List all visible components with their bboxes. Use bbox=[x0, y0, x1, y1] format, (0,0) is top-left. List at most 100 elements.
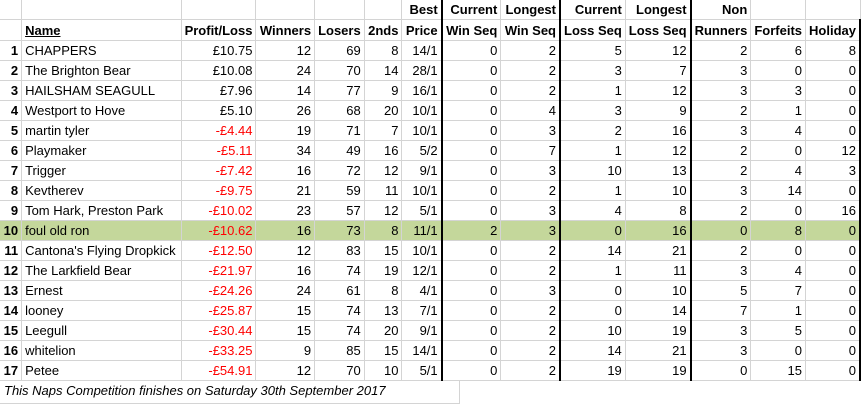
table-row: 17 Petee -£54.91 12 70 10 5/1 0 2 19 19 0 15 0 bbox=[0, 360, 861, 381]
rank-cell: 1 bbox=[0, 40, 23, 61]
longest-loss-seq-cell: 8 bbox=[625, 200, 692, 221]
header-current-win: Current bbox=[441, 0, 502, 20]
winners-cell: 12 bbox=[255, 40, 316, 61]
profit-loss-cell: £10.75 bbox=[181, 40, 257, 61]
non-runners-cell: 2 bbox=[690, 100, 752, 121]
holiday-cell: 0 bbox=[805, 320, 861, 341]
losers-cell: 73 bbox=[314, 220, 365, 241]
forfeits-cell: 4 bbox=[750, 120, 806, 141]
longest-win-seq-cell: 3 bbox=[500, 160, 562, 181]
best-price-cell: 5/1 bbox=[401, 200, 443, 221]
header-rank bbox=[0, 19, 23, 41]
rank-cell: 9 bbox=[0, 200, 23, 221]
holiday-cell: 0 bbox=[805, 80, 861, 101]
best-price-cell: 10/1 bbox=[401, 180, 443, 201]
name-cell: Westport to Hove bbox=[21, 100, 182, 121]
current-win-seq-cell: 0 bbox=[441, 360, 502, 381]
rank-cell: 8 bbox=[0, 180, 23, 201]
current-loss-seq-cell: 3 bbox=[560, 60, 626, 81]
rank-cell: 12 bbox=[0, 260, 23, 281]
holiday-cell: 0 bbox=[805, 280, 861, 301]
forfeits-cell: 1 bbox=[750, 300, 806, 321]
seconds-cell: 13 bbox=[364, 300, 403, 321]
non-runners-cell: 2 bbox=[690, 160, 752, 181]
header-cell bbox=[181, 0, 257, 20]
best-price-cell: 28/1 bbox=[401, 60, 443, 81]
name-cell: Tom Hark, Preston Park bbox=[21, 200, 182, 221]
non-runners-cell: 3 bbox=[690, 80, 752, 101]
name-cell: HAILSHAM SEAGULL bbox=[21, 80, 182, 101]
best-price-cell: 9/1 bbox=[401, 160, 443, 181]
header-2nds: 2nds bbox=[364, 19, 403, 41]
losers-cell: 74 bbox=[314, 320, 365, 341]
rank-cell: 5 bbox=[0, 120, 23, 141]
current-win-seq-cell: 0 bbox=[441, 340, 502, 361]
forfeits-cell: 14 bbox=[750, 180, 806, 201]
best-price-cell: 16/1 bbox=[401, 80, 443, 101]
table-row: 4 Westport to Hove £5.10 26 68 20 10/1 0 4 3 9 2 1 0 bbox=[0, 100, 861, 121]
rank-cell: 11 bbox=[0, 240, 23, 261]
header-profit-loss: Profit/Loss bbox=[181, 19, 257, 41]
longest-win-seq-cell: 2 bbox=[500, 300, 562, 321]
winners-cell: 12 bbox=[255, 240, 316, 261]
non-runners-cell: 2 bbox=[690, 240, 752, 261]
name-cell: Trigger bbox=[21, 160, 182, 181]
non-runners-cell: 3 bbox=[690, 340, 752, 361]
seconds-cell: 15 bbox=[364, 340, 403, 361]
forfeits-cell: 1 bbox=[750, 100, 806, 121]
seconds-cell: 12 bbox=[364, 200, 403, 221]
holiday-cell: 0 bbox=[805, 120, 861, 141]
forfeits-cell: 7 bbox=[750, 280, 806, 301]
current-loss-seq-cell: 1 bbox=[560, 260, 626, 281]
forfeits-cell: 8 bbox=[750, 220, 806, 241]
header-longest-loss-seq: Loss Seq bbox=[625, 19, 692, 41]
header-winners: Winners bbox=[255, 19, 316, 41]
longest-win-seq-cell: 2 bbox=[500, 340, 562, 361]
longest-loss-seq-cell: 12 bbox=[625, 140, 692, 161]
table-row: 3 HAILSHAM SEAGULL £7.96 14 77 9 16/1 0 2 1 12 3 3 0 bbox=[0, 80, 861, 101]
non-runners-cell: 2 bbox=[690, 40, 752, 61]
longest-loss-seq-cell: 19 bbox=[625, 360, 692, 381]
naps-league-table: Best Current Longest Current Longest Non… bbox=[0, 0, 861, 381]
header-current-loss: Current bbox=[560, 0, 626, 20]
winners-cell: 26 bbox=[255, 100, 316, 121]
current-win-seq-cell: 0 bbox=[441, 60, 502, 81]
header-cell bbox=[21, 0, 182, 20]
best-price-cell: 10/1 bbox=[401, 120, 443, 141]
rank-cell: 2 bbox=[0, 60, 23, 81]
best-price-cell: 9/1 bbox=[401, 320, 443, 341]
non-runners-cell: 0 bbox=[690, 360, 752, 381]
current-loss-seq-cell: 14 bbox=[560, 240, 626, 261]
best-price-cell: 10/1 bbox=[401, 240, 443, 261]
name-cell: The Brighton Bear bbox=[21, 60, 182, 81]
losers-cell: 61 bbox=[314, 280, 365, 301]
best-price-cell: 4/1 bbox=[401, 280, 443, 301]
header-longest-win-seq: Win Seq bbox=[500, 19, 562, 41]
table-row: 15 Leegull -£30.44 15 74 20 9/1 0 2 10 19 3 5 0 bbox=[0, 320, 861, 341]
profit-loss-cell: -£4.44 bbox=[181, 120, 257, 141]
table-row: 1 CHAPPERS £10.75 12 69 8 14/1 0 2 5 12 2 6 8 bbox=[0, 40, 861, 61]
rank-cell: 15 bbox=[0, 320, 23, 341]
non-runners-cell: 2 bbox=[690, 200, 752, 221]
profit-loss-cell: -£54.91 bbox=[181, 360, 257, 381]
current-loss-seq-cell: 5 bbox=[560, 40, 626, 61]
longest-loss-seq-cell: 13 bbox=[625, 160, 692, 181]
seconds-cell: 10 bbox=[364, 360, 403, 381]
name-cell: CHAPPERS bbox=[21, 40, 182, 61]
name-cell: The Larkfield Bear bbox=[21, 260, 182, 281]
rank-cell: 17 bbox=[0, 360, 23, 381]
header-cell bbox=[255, 0, 316, 20]
seconds-cell: 7 bbox=[364, 120, 403, 141]
profit-loss-cell: £10.08 bbox=[181, 60, 257, 81]
profit-loss-cell: -£21.97 bbox=[181, 260, 257, 281]
losers-cell: 74 bbox=[314, 260, 365, 281]
longest-win-seq-cell: 3 bbox=[500, 200, 562, 221]
table-row: 16 whitelion -£33.25 9 85 15 14/1 0 2 14 21 3 0 0 bbox=[0, 340, 861, 361]
header-row-top: Best Current Longest Current Longest Non bbox=[0, 0, 861, 20]
losers-cell: 71 bbox=[314, 120, 365, 141]
rank-cell: 13 bbox=[0, 280, 23, 301]
best-price-cell: 12/1 bbox=[401, 260, 443, 281]
seconds-cell: 8 bbox=[364, 40, 403, 61]
seconds-cell: 9 bbox=[364, 80, 403, 101]
winners-cell: 15 bbox=[255, 300, 316, 321]
